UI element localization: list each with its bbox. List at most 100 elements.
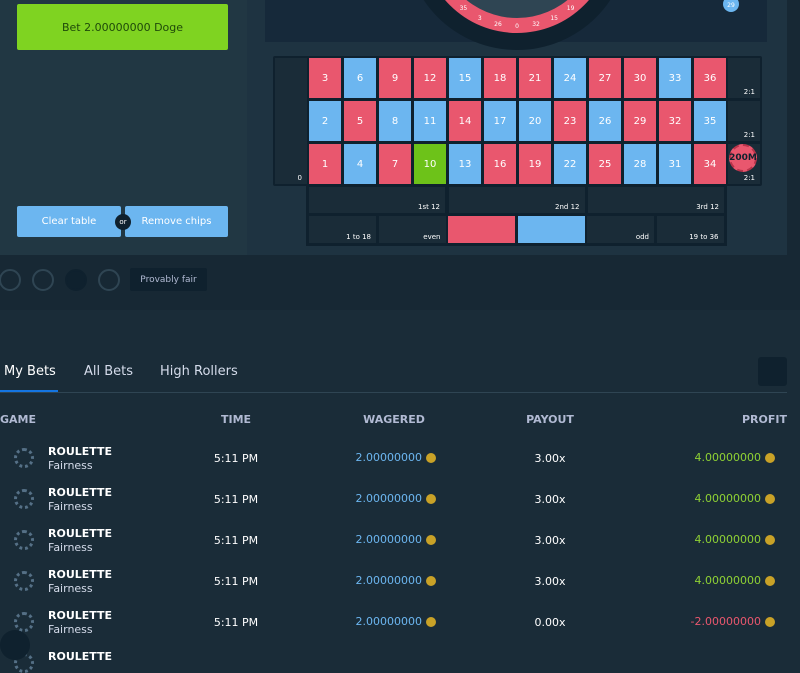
- last-result: [723, 0, 739, 12]
- fairness-link[interactable]: Fairness: [48, 500, 93, 513]
- number-cell[interactable]: 1: [309, 144, 341, 184]
- help-icon[interactable]: [32, 269, 54, 291]
- number-cell[interactable]: 32: [659, 101, 691, 141]
- number-cell[interactable]: 36: [694, 58, 726, 98]
- provably-fair[interactable]: Provably fair: [130, 268, 207, 291]
- number-cell[interactable]: 17: [484, 101, 516, 141]
- number-cell[interactable]: 23: [554, 101, 586, 141]
- sound-icon[interactable]: [65, 269, 87, 291]
- time: 5:11 PM: [213, 493, 259, 506]
- clear-table[interactable]: Clear table: [17, 206, 121, 237]
- number-cell[interactable]: 29: [624, 101, 656, 141]
- or-divider: or: [115, 214, 131, 230]
- number-cell[interactable]: 22: [554, 144, 586, 184]
- outside-bet[interactable]: [517, 216, 585, 243]
- coin-icon: [765, 453, 775, 463]
- dozen-bet[interactable]: 3rd 12: [588, 187, 724, 213]
- number-cell[interactable]: 20: [519, 101, 551, 141]
- tab[interactable]: All Bets: [84, 364, 134, 379]
- number-cell[interactable]: 19: [519, 144, 551, 184]
- fairness-link[interactable]: Fairness: [48, 582, 93, 595]
- number-cell[interactable]: 13: [449, 144, 481, 184]
- coin-icon: [765, 576, 775, 586]
- fairness-link[interactable]: Fairness: [48, 623, 93, 636]
- number-cell[interactable]: 24: [554, 58, 586, 98]
- column-bet[interactable]: 2:1: [728, 58, 760, 98]
- number-cell[interactable]: 7: [379, 144, 411, 184]
- bets-table: GAME TIME WAGERED PAYOUT PROFIT ROULETTE Fairn…: [0, 405, 800, 673]
- number-cell[interactable]: 8: [379, 101, 411, 141]
- wheel: 123532603215194 29: [423, 0, 739, 50]
- outside-bet[interactable]: 1 to 18: [309, 216, 376, 243]
- number-cell[interactable]: 34: [694, 144, 726, 184]
- settings-icon[interactable]: [0, 269, 21, 291]
- coin-icon: [426, 576, 436, 586]
- wagered-amount: 2.00000000: [355, 451, 422, 464]
- dozen-bet[interactable]: 1st 12: [309, 187, 445, 213]
- time: 5:11 PM: [213, 575, 259, 588]
- time: 5:11 PM: [213, 616, 259, 629]
- number-cell[interactable]: 11: [414, 101, 446, 141]
- number-cell[interactable]: 15: [449, 58, 481, 98]
- chip[interactable]: 200M: [729, 144, 757, 172]
- column-bet[interactable]: 2:1: [728, 101, 760, 141]
- side-panel: Bet 2.00000000 Doge Clear table Remove c…: [0, 0, 247, 255]
- number-cell[interactable]: 10: [414, 144, 446, 184]
- column-header: PAYOUT: [526, 413, 574, 426]
- tab[interactable]: High Rollers: [160, 364, 238, 379]
- profit: 4.00000000: [695, 574, 775, 587]
- number-cell[interactable]: 9: [379, 58, 411, 98]
- number-cell[interactable]: 35: [694, 101, 726, 141]
- profit: -2.00000000: [691, 615, 775, 628]
- fairness-link[interactable]: Fairness: [48, 541, 93, 554]
- outside-bet[interactable]: odd: [587, 216, 654, 243]
- number-cell[interactable]: 12: [414, 58, 446, 98]
- coin-icon: [426, 617, 436, 627]
- number-cell[interactable]: 33: [659, 58, 691, 98]
- coin-icon: [426, 453, 436, 463]
- number-cell[interactable]: 18: [484, 58, 516, 98]
- number-cell[interactable]: 31: [659, 144, 691, 184]
- profit: 4.00000000: [695, 533, 775, 546]
- outside-bet[interactable]: [448, 216, 515, 243]
- wagered-amount: 2.00000000: [355, 533, 422, 546]
- outside-bet[interactable]: 19 to 36: [656, 216, 724, 243]
- stats-icon[interactable]: [98, 269, 120, 291]
- bet-button[interactable]: Bet 2.00000000 Doge: [17, 4, 228, 50]
- payout: 0.00x: [534, 616, 566, 629]
- tab[interactable]: My Bets: [4, 364, 56, 379]
- wagered-amount: 2.00000000: [355, 574, 422, 587]
- number-cell[interactable]: 26: [589, 101, 621, 141]
- hide-button[interactable]: [758, 357, 787, 386]
- column-header: WAGERED: [363, 413, 425, 426]
- number-cell[interactable]: 16: [484, 144, 516, 184]
- payout: 3.00x: [534, 452, 566, 465]
- support-button[interactable]: [0, 630, 30, 660]
- wagered: 2.00000000: [356, 492, 436, 505]
- zero-cell[interactable]: 0: [275, 58, 307, 184]
- number-cell[interactable]: 5: [344, 101, 376, 141]
- number-cell[interactable]: 4: [344, 144, 376, 184]
- profit-amount: 4.00000000: [694, 574, 761, 587]
- fairness-link[interactable]: Fairness: [48, 459, 93, 472]
- wheel-number: 0: [515, 23, 519, 30]
- wheel-number: 26: [494, 21, 502, 28]
- game-name: ROULETTE: [48, 568, 113, 581]
- number-cell[interactable]: 14: [449, 101, 481, 141]
- wheel-number: 35: [460, 5, 468, 12]
- number-cell[interactable]: 27: [589, 58, 621, 98]
- profit-amount: -2.00000000: [690, 615, 761, 628]
- remove-chips[interactable]: Remove chips: [125, 206, 228, 237]
- number-cell[interactable]: 2: [309, 101, 341, 141]
- dozen-bet[interactable]: 2nd 12: [448, 187, 585, 213]
- number-cell[interactable]: 21: [519, 58, 551, 98]
- profit-amount: 4.00000000: [694, 492, 761, 505]
- number-cell[interactable]: 3: [309, 58, 341, 98]
- wheel-number: 19: [567, 5, 575, 12]
- number-cell[interactable]: 25: [589, 144, 621, 184]
- outside-bet[interactable]: even: [378, 216, 446, 243]
- number-cell[interactable]: 6: [344, 58, 376, 98]
- number-cell[interactable]: 28: [624, 144, 656, 184]
- number-cell[interactable]: 30: [624, 58, 656, 98]
- wagered-amount: 2.00000000: [355, 492, 422, 505]
